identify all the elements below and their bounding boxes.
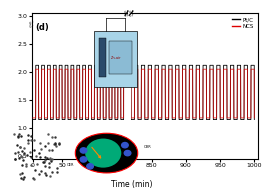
Ellipse shape	[85, 139, 121, 168]
Circle shape	[124, 150, 131, 156]
Text: OER: OER	[67, 163, 74, 167]
Text: //: //	[28, 21, 35, 28]
Text: //: //	[128, 10, 134, 17]
Text: //: //	[128, 156, 135, 162]
Text: (d): (d)	[35, 23, 49, 33]
Text: Time (min): Time (min)	[111, 180, 152, 189]
Circle shape	[80, 148, 87, 153]
Bar	[94, 31, 137, 87]
FancyArrowPatch shape	[92, 147, 101, 158]
Text: //: //	[124, 10, 130, 17]
Circle shape	[87, 164, 93, 169]
Legend: Pt/C, NCS: Pt/C, NCS	[231, 16, 255, 30]
Bar	[109, 41, 132, 74]
Text: Zn-air: Zn-air	[110, 56, 121, 60]
Circle shape	[80, 157, 87, 162]
Ellipse shape	[75, 133, 138, 173]
Text: ORR: ORR	[143, 145, 151, 149]
Circle shape	[122, 143, 128, 148]
Bar	[99, 38, 106, 77]
Text: //: //	[123, 156, 130, 162]
